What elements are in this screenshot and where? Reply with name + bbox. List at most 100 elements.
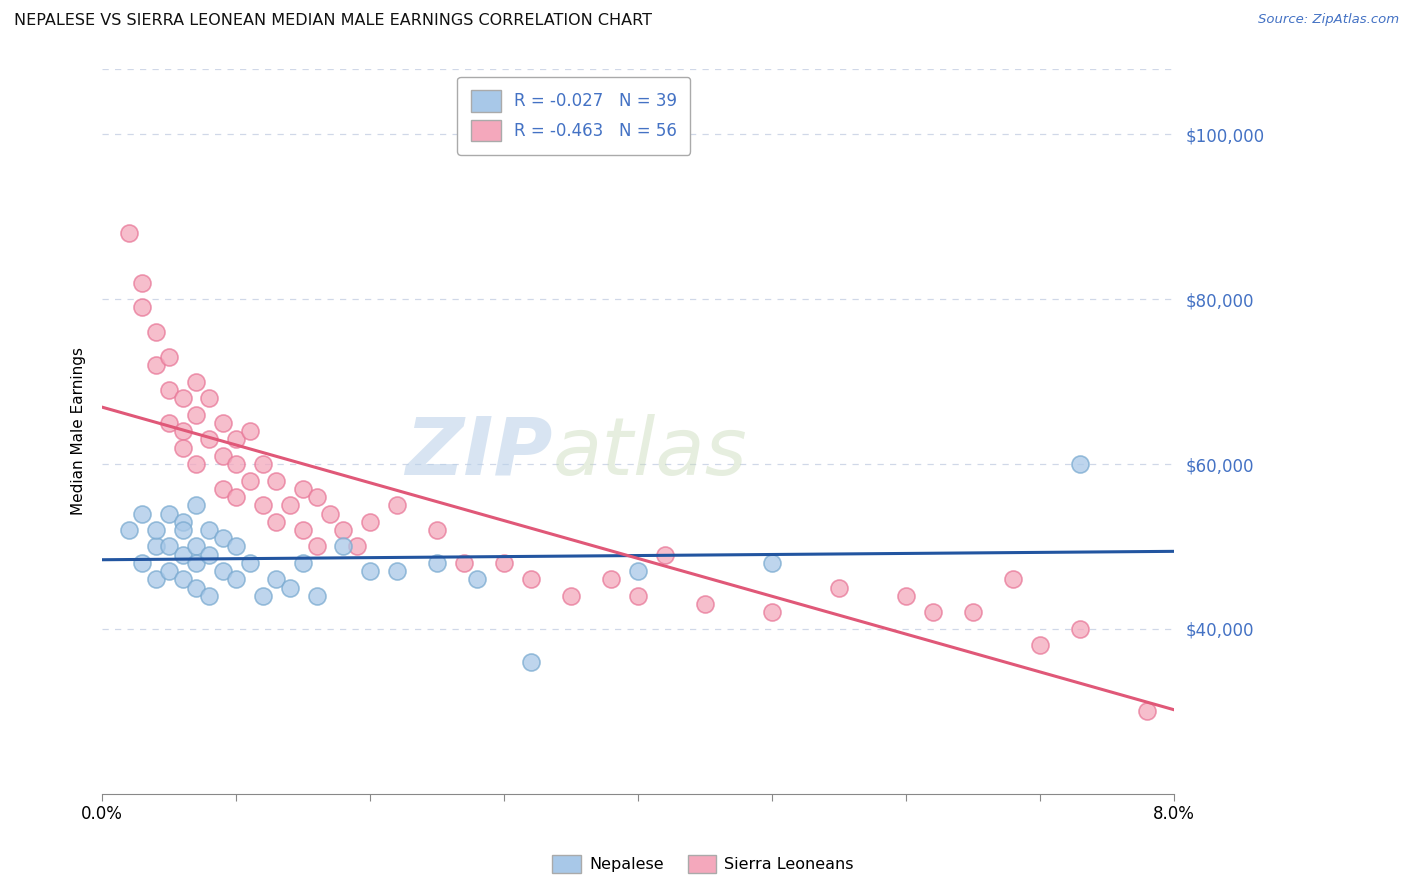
Point xyxy=(118,523,141,537)
Point xyxy=(252,457,274,471)
Point xyxy=(157,564,180,578)
Point xyxy=(184,540,207,554)
Point xyxy=(695,597,717,611)
Point xyxy=(198,589,221,603)
Point xyxy=(184,375,207,389)
Point xyxy=(385,564,408,578)
Point xyxy=(172,441,194,455)
Point xyxy=(184,556,207,570)
Point xyxy=(305,490,328,504)
Point xyxy=(172,515,194,529)
Point xyxy=(266,515,288,529)
Point xyxy=(211,449,233,463)
Point xyxy=(292,482,315,496)
Point xyxy=(157,383,180,397)
Point xyxy=(278,498,301,512)
Point xyxy=(225,457,247,471)
Point xyxy=(453,556,475,570)
Point xyxy=(305,589,328,603)
Point xyxy=(385,498,408,512)
Point xyxy=(239,424,262,438)
Point xyxy=(828,581,851,595)
Point xyxy=(627,564,650,578)
Point xyxy=(292,523,315,537)
Text: ZIP: ZIP xyxy=(405,414,553,491)
Point xyxy=(172,573,194,587)
Point xyxy=(225,540,247,554)
Point xyxy=(145,325,167,339)
Point xyxy=(332,523,354,537)
Point xyxy=(131,276,153,290)
Point xyxy=(198,433,221,447)
Point xyxy=(172,523,194,537)
Point xyxy=(359,564,381,578)
Point xyxy=(761,606,783,620)
Point xyxy=(600,573,623,587)
Point xyxy=(627,589,650,603)
Point xyxy=(211,416,233,430)
Point xyxy=(520,573,543,587)
Point xyxy=(184,498,207,512)
Point xyxy=(494,556,516,570)
Point xyxy=(131,556,153,570)
Point xyxy=(198,391,221,405)
Point xyxy=(118,227,141,241)
Point xyxy=(761,556,783,570)
Point xyxy=(211,531,233,545)
Point xyxy=(198,523,221,537)
Point xyxy=(292,556,315,570)
Point xyxy=(896,589,918,603)
Point xyxy=(278,581,301,595)
Point xyxy=(225,490,247,504)
Point xyxy=(145,523,167,537)
Point xyxy=(1069,622,1091,636)
Point xyxy=(131,301,153,315)
Text: Source: ZipAtlas.com: Source: ZipAtlas.com xyxy=(1258,13,1399,27)
Point xyxy=(426,556,449,570)
Point xyxy=(145,540,167,554)
Point xyxy=(305,540,328,554)
Point xyxy=(157,540,180,554)
Point xyxy=(157,416,180,430)
Point xyxy=(172,391,194,405)
Point xyxy=(520,655,543,669)
Legend: Nepalese, Sierra Leoneans: Nepalese, Sierra Leoneans xyxy=(546,848,860,880)
Point xyxy=(1029,638,1052,652)
Point xyxy=(184,408,207,422)
Point xyxy=(426,523,449,537)
Point xyxy=(225,573,247,587)
Point xyxy=(922,606,945,620)
Point xyxy=(467,573,489,587)
Point xyxy=(654,548,676,562)
Point xyxy=(346,540,368,554)
Point xyxy=(239,556,262,570)
Point xyxy=(198,548,221,562)
Point xyxy=(157,350,180,364)
Text: NEPALESE VS SIERRA LEONEAN MEDIAN MALE EARNINGS CORRELATION CHART: NEPALESE VS SIERRA LEONEAN MEDIAN MALE E… xyxy=(14,13,652,29)
Point xyxy=(145,573,167,587)
Point xyxy=(225,433,247,447)
Point xyxy=(359,515,381,529)
Point xyxy=(962,606,984,620)
Y-axis label: Median Male Earnings: Median Male Earnings xyxy=(72,347,86,515)
Point xyxy=(239,474,262,488)
Point xyxy=(131,507,153,521)
Point xyxy=(145,358,167,372)
Point xyxy=(172,424,194,438)
Text: atlas: atlas xyxy=(553,414,747,491)
Point xyxy=(172,548,194,562)
Point xyxy=(157,507,180,521)
Point xyxy=(560,589,582,603)
Point xyxy=(266,474,288,488)
Point xyxy=(332,540,354,554)
Point xyxy=(184,457,207,471)
Point xyxy=(252,498,274,512)
Point xyxy=(1002,573,1025,587)
Point xyxy=(1136,704,1159,718)
Point xyxy=(211,482,233,496)
Point xyxy=(1069,457,1091,471)
Legend: R = -0.027   N = 39, R = -0.463   N = 56: R = -0.027 N = 39, R = -0.463 N = 56 xyxy=(457,77,690,154)
Point xyxy=(266,573,288,587)
Point xyxy=(184,581,207,595)
Point xyxy=(319,507,342,521)
